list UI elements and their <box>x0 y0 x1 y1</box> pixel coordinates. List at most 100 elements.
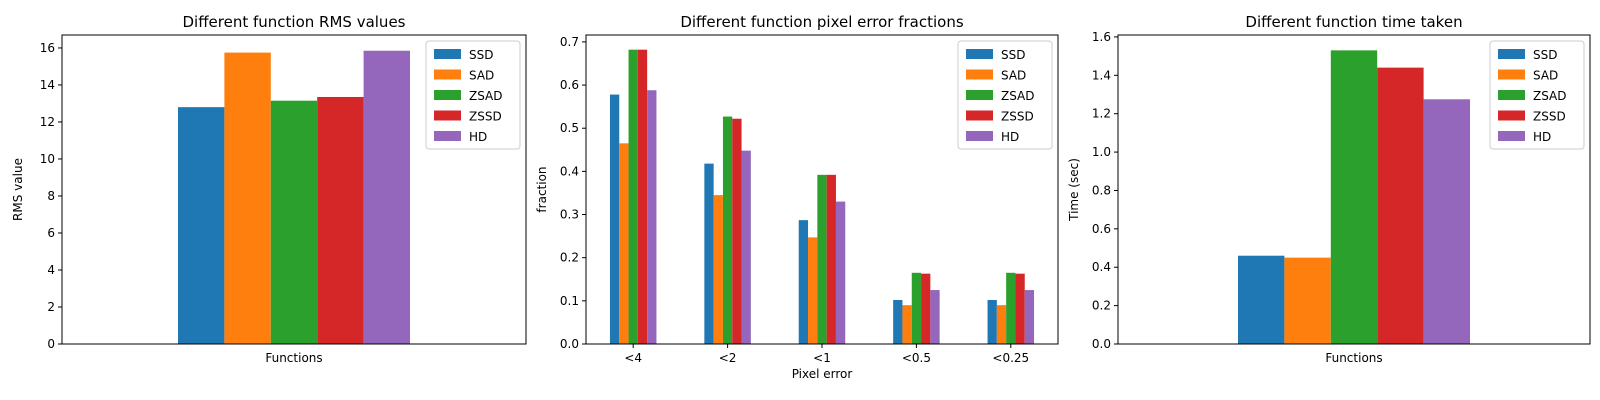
legend-swatch-zssd <box>966 110 993 121</box>
legend-label-zsad: ZSAD <box>469 89 503 103</box>
legend-label-ssd: SSD <box>1001 48 1025 62</box>
bar-zssd-1 <box>637 49 648 345</box>
legend: SSD SAD ZSAD ZSSD HD <box>957 40 1053 150</box>
bar-zsad-1 <box>1330 50 1378 344</box>
bar-hd-1 <box>1423 99 1470 344</box>
bar-zsad-5 <box>1006 272 1016 344</box>
legend-label-sad: SAD <box>469 69 494 83</box>
legend-swatch-hd <box>966 131 993 141</box>
bar-sad-1 <box>619 143 629 344</box>
legend-swatch-ssd <box>966 49 993 59</box>
bar-ssd-4 <box>893 299 903 344</box>
bar-ssd-1 <box>609 94 620 344</box>
axes-frame <box>1117 34 1591 345</box>
bar-sad-1 <box>1284 257 1331 344</box>
legend-swatch-sad <box>966 69 993 80</box>
bar-zsad-4 <box>911 272 922 344</box>
legend-swatch-sad <box>1498 69 1525 80</box>
legend-swatch-zsad <box>1498 90 1525 100</box>
x-tick-label: <2 <box>719 351 737 365</box>
bar-hd-5 <box>1024 290 1035 344</box>
y-tick-label: 12 <box>40 115 55 129</box>
y-tick-label: 1.4 <box>1092 68 1111 82</box>
chart-panel-3: 0.0 0.2 0.4 0.6 0.8 1.0 1.2 1.4 1.6 Different fun… <box>1067 13 1591 365</box>
bar-zssd-4 <box>921 273 931 344</box>
y-tick-label: 0.4 <box>560 164 579 178</box>
legend-label-sad: SAD <box>1533 69 1558 83</box>
bar-zssd-1 <box>1377 67 1424 344</box>
bar-hd-2 <box>741 150 751 344</box>
legend-label-hd: HD <box>1533 130 1551 144</box>
y-tick-label: 1.6 <box>1092 30 1111 44</box>
bar-ssd-3 <box>798 220 809 344</box>
y-tick-label: 0.4 <box>1092 260 1111 274</box>
bar-hd-4 <box>930 290 940 344</box>
legend-box <box>1489 40 1585 150</box>
y-tick-label: 0.3 <box>560 208 579 222</box>
y-tick-label: 0.0 <box>560 337 579 351</box>
y-tick-label: 4 <box>47 263 55 277</box>
legend-label-hd: HD <box>469 130 487 144</box>
axes-frame <box>61 34 527 345</box>
bar-sad-3 <box>808 237 818 344</box>
bar-zssd-3 <box>826 174 836 344</box>
y-tick-label: 6 <box>47 226 55 240</box>
legend: SSD SAD ZSAD ZSSD HD <box>425 40 521 150</box>
chart-panel-2: <4 <2 <1 <0.5 <0.25 0.0 0.1 0.2 0.3 0.4 0.5 0.6 0.7 D… <box>535 13 1059 381</box>
legend-swatch-ssd <box>1498 49 1525 59</box>
y-tick-label: 1.2 <box>1092 107 1111 121</box>
chart-title: Different function RMS values <box>183 13 406 31</box>
y-tick-label: 1.0 <box>1092 145 1111 159</box>
bar-zsad-2 <box>722 116 733 344</box>
y-tick-label: 16 <box>40 41 55 55</box>
y-tick-label: 0 <box>47 337 55 351</box>
legend-label-zssd: ZSSD <box>1001 110 1034 124</box>
bar-sad-1 <box>224 52 271 344</box>
legend-swatch-zsad <box>434 90 461 100</box>
legend-label-zsad: ZSAD <box>1001 89 1035 103</box>
x-tick-label: <4 <box>624 351 642 365</box>
bar-ssd-1 <box>1238 255 1285 344</box>
legend-swatch-sad <box>434 69 461 80</box>
y-tick-label: 10 <box>40 152 55 166</box>
x-axis-label: Pixel error <box>792 367 853 381</box>
y-tick-label: 0.6 <box>560 78 579 92</box>
y-tick-label: 0.7 <box>560 35 579 49</box>
bar-ssd-2 <box>704 163 714 344</box>
chart-title: Different function time taken <box>1245 13 1462 31</box>
legend-swatch-hd <box>434 131 461 141</box>
y-tick-label: 0.8 <box>1092 183 1111 197</box>
y-tick-label: 14 <box>40 78 55 92</box>
bar-zssd-2 <box>732 118 742 344</box>
bar-ssd-5 <box>987 299 997 344</box>
y-axis-label: RMS value <box>11 158 25 221</box>
bar-zsad-3 <box>817 174 827 344</box>
y-tick-label: 0.0 <box>1092 337 1111 351</box>
bar-zssd-5 <box>1015 273 1025 344</box>
legend-swatch-zsad <box>966 90 993 100</box>
y-tick-label: 0.2 <box>1092 299 1111 313</box>
bar-zssd-1 <box>317 96 364 345</box>
bar-hd-1 <box>647 90 657 345</box>
legend-label-ssd: SSD <box>1533 48 1557 62</box>
axes-frame <box>585 34 1059 345</box>
bar-sad-2 <box>713 195 723 344</box>
y-tick-label: 0.1 <box>560 294 579 308</box>
legend-swatch-ssd <box>434 49 461 59</box>
bar-sad-5 <box>996 305 1007 344</box>
legend-swatch-hd <box>1498 131 1525 141</box>
y-axis-label: Time (sec) <box>1067 158 1081 222</box>
y-tick-label: 8 <box>47 189 55 203</box>
y-tick-label: 2 <box>47 300 55 314</box>
x-axis-label: Functions <box>1325 351 1382 365</box>
legend-label-sad: SAD <box>1001 69 1026 83</box>
y-tick-label: 0.5 <box>560 121 579 135</box>
legend-swatch-zssd <box>1498 110 1525 121</box>
y-tick-label: 0.6 <box>1092 222 1111 236</box>
x-tick-label: <1 <box>813 351 831 365</box>
legend-label-hd: HD <box>1001 130 1019 144</box>
legend-label-zsad: ZSAD <box>1533 89 1567 103</box>
bar-sad-4 <box>902 305 912 344</box>
legend-label-ssd: SSD <box>469 48 493 62</box>
